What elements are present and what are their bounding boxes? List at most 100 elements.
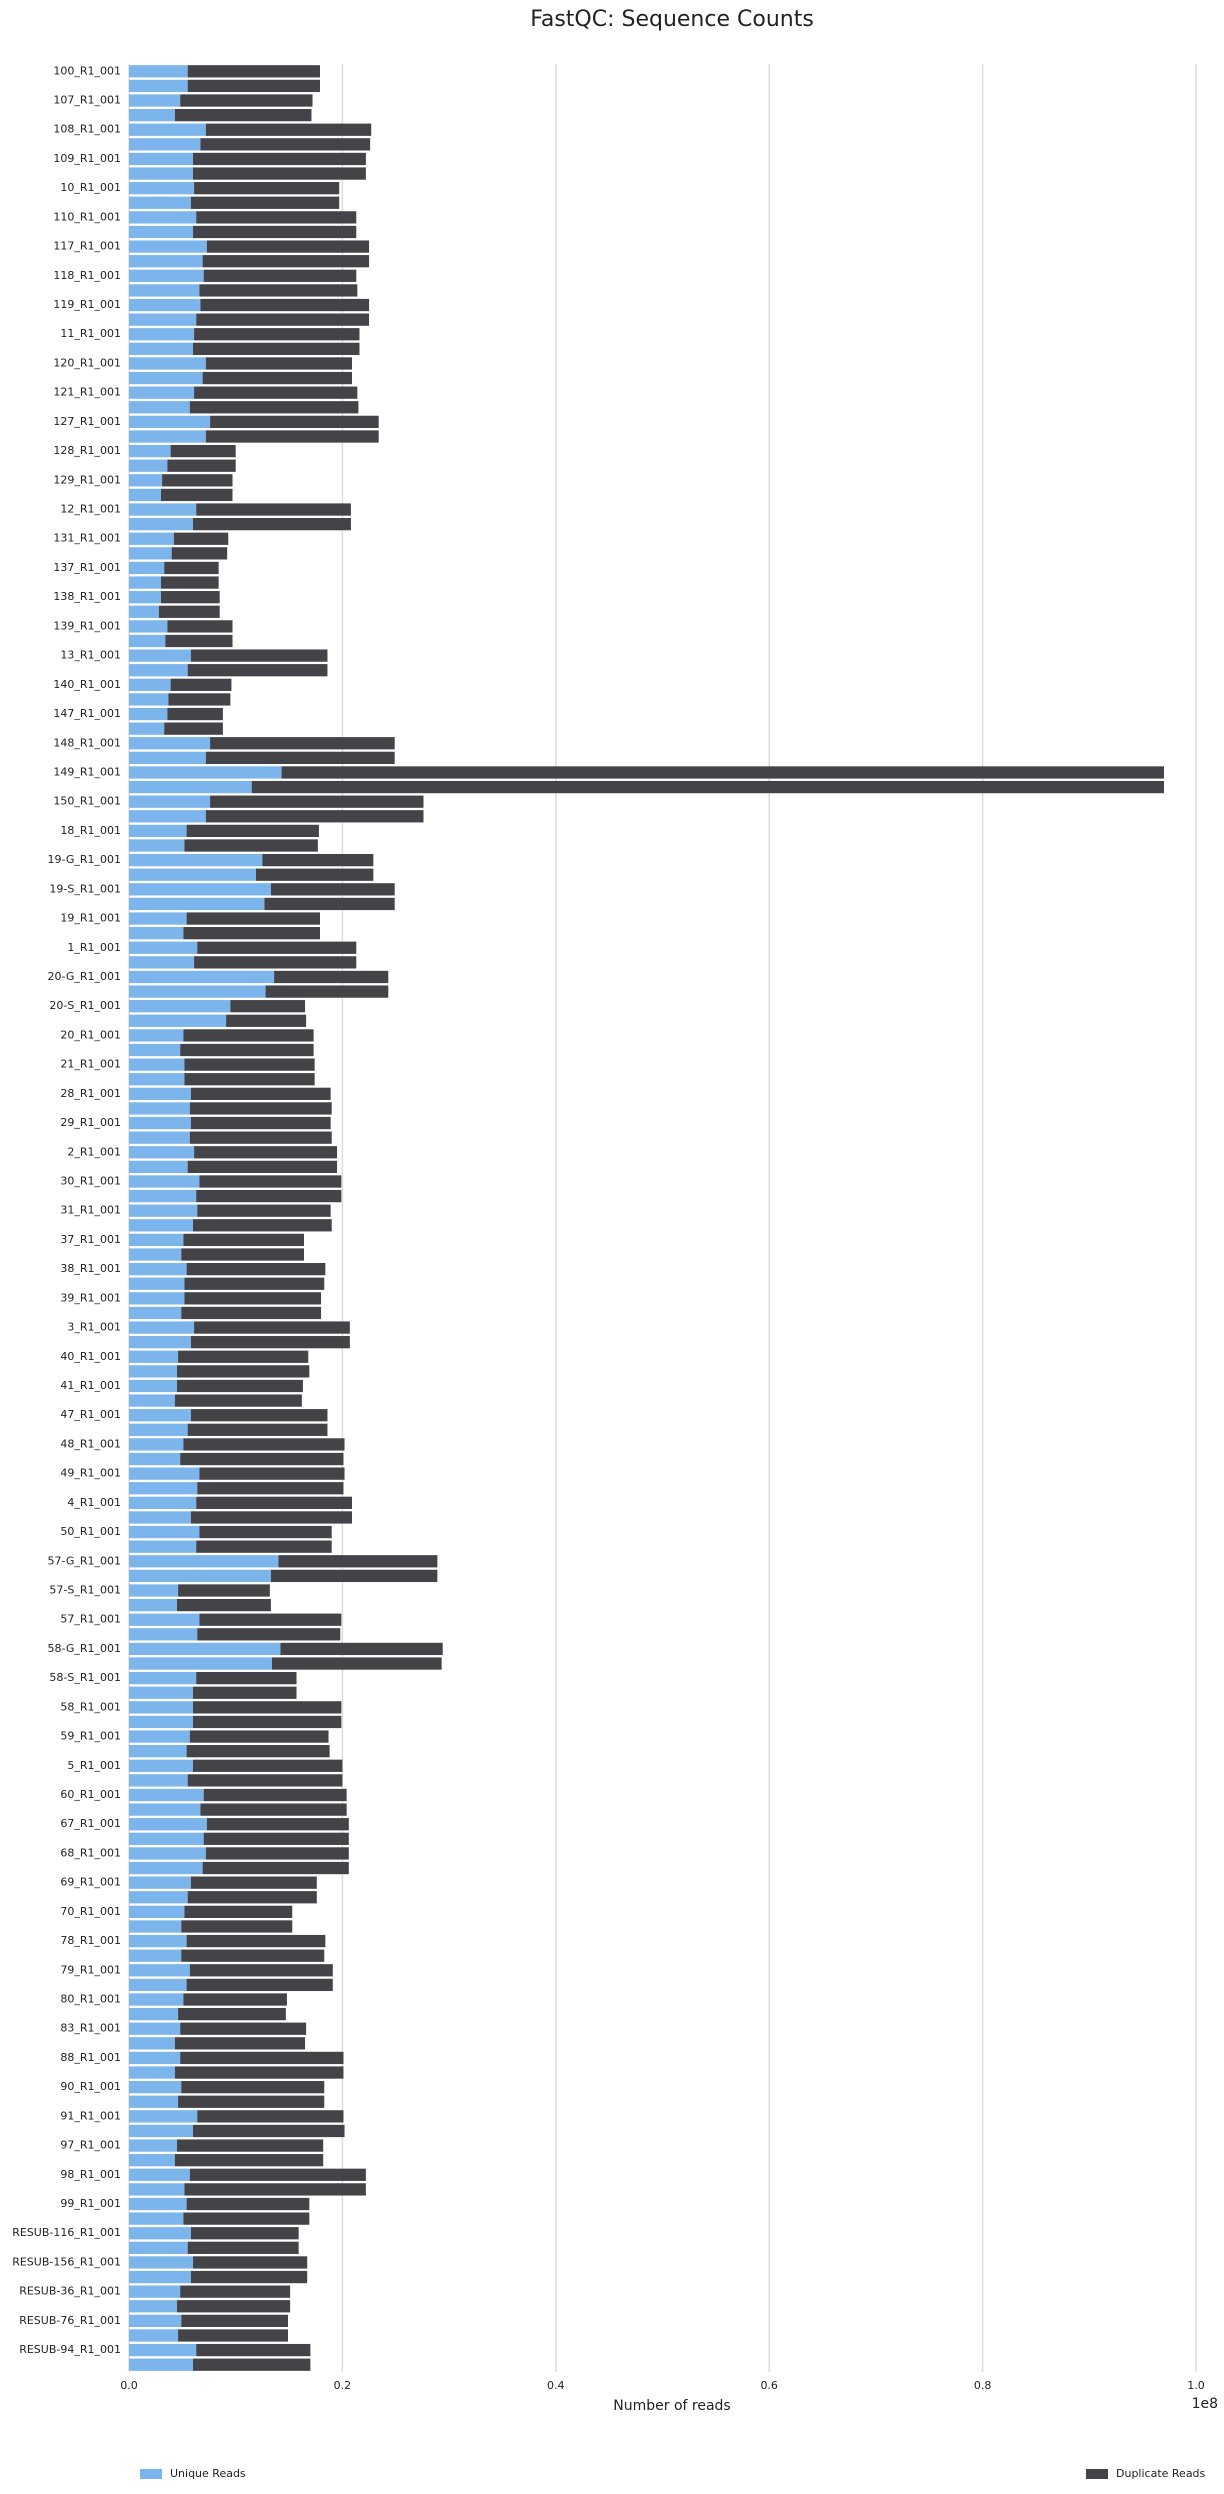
bar-segment — [129, 255, 203, 268]
y-tick-label: 139_R1_001 — [53, 619, 121, 632]
bar-segment — [186, 1745, 330, 1758]
y-tick-label: 57-G_R1_001 — [47, 1554, 121, 1567]
bar-segment — [174, 2037, 306, 2050]
bar-segment — [161, 488, 233, 502]
bar-segment — [129, 371, 203, 385]
bar-segment — [129, 1452, 181, 1466]
bar-segment — [194, 182, 340, 195]
bar-segment — [129, 1219, 194, 1232]
bar-segment — [129, 1832, 204, 1845]
bar-segment — [210, 737, 395, 750]
bar-segment — [129, 430, 206, 443]
bar-segment — [181, 1949, 325, 1962]
bar-segment — [180, 1452, 344, 1466]
bar-segment — [129, 1496, 197, 1509]
y-tick-label: 50_R1_001 — [60, 1525, 121, 1538]
bar-segment — [129, 1701, 194, 1714]
bar-segment — [190, 1876, 317, 1889]
bar-segment — [129, 2329, 179, 2342]
y-tick-label: 1_R1_001 — [67, 941, 121, 954]
bar-segment — [193, 1701, 342, 1714]
y-tick-label: 108_R1_001 — [53, 123, 121, 136]
y-tick-label: 21_R1_001 — [60, 1058, 121, 1071]
y-tick-label: 5_R1_001 — [67, 1759, 121, 1772]
bar-segment — [129, 1482, 198, 1495]
bar-segment — [205, 123, 372, 136]
bar-segment — [129, 1160, 188, 1174]
bar-segment — [180, 1043, 314, 1057]
y-tick-label: 90_R1_001 — [60, 2080, 121, 2093]
bar-segment — [186, 1262, 326, 1276]
bar-segment — [129, 94, 181, 107]
bar-segment — [184, 1905, 293, 1918]
bar-segment — [129, 138, 201, 151]
bar-segment — [129, 386, 195, 399]
bar-segment — [193, 1686, 297, 1699]
bar-segment — [129, 211, 197, 224]
y-tick-label: 58-G_R1_001 — [47, 1642, 121, 1655]
bar-segment — [255, 868, 374, 881]
bar-segment — [184, 1058, 315, 1071]
bar-segment — [129, 2212, 184, 2225]
bar-segment — [167, 459, 236, 472]
bar-segment — [200, 1803, 347, 1816]
y-tick-label: 2_R1_001 — [67, 1145, 121, 1158]
bar-segment — [129, 240, 207, 253]
bar-segment — [129, 2256, 194, 2269]
x-tick-label: 0.0 — [120, 2379, 138, 2392]
y-tick-label: 13_R1_001 — [60, 649, 121, 662]
bar-segment — [129, 269, 204, 282]
y-tick-label: 127_R1_001 — [53, 415, 121, 428]
y-tick-label: 109_R1_001 — [53, 152, 121, 165]
y-tick-label: 79_R1_001 — [60, 1963, 121, 1976]
bar-segment — [129, 2300, 178, 2313]
bar-segment — [210, 415, 379, 429]
bar-segment — [202, 371, 353, 385]
bar-segment — [158, 605, 220, 618]
bar-segment — [129, 1116, 191, 1130]
bar-segment — [129, 1613, 200, 1626]
bar-segment — [193, 2124, 345, 2138]
bar-segment — [183, 1233, 304, 1247]
bar-segment — [129, 1248, 182, 1261]
bar-segment — [129, 649, 191, 662]
y-tick-label: 117_R1_001 — [53, 240, 121, 253]
bar-segment — [129, 1993, 184, 2006]
bar-segment — [199, 1467, 345, 1480]
bar-segment — [180, 94, 313, 107]
bar-segment — [205, 810, 424, 823]
bar-segment — [183, 1993, 287, 2006]
bar-segment — [183, 927, 320, 940]
bar-segment — [129, 401, 190, 414]
bar-segment — [174, 2066, 344, 2079]
x-tick-label: 0.2 — [334, 2379, 352, 2392]
bar-segment — [129, 2066, 175, 2079]
bar-segment — [184, 1277, 325, 1290]
bar-segment — [129, 1847, 206, 1860]
y-tick-label: 20_R1_001 — [60, 1028, 121, 1041]
bar-segment — [171, 547, 228, 560]
bar-segment — [190, 2270, 308, 2284]
bar-segment — [129, 766, 282, 779]
bar-segment — [129, 1000, 231, 1013]
bar-segment — [129, 518, 194, 531]
bar-segment — [278, 1555, 438, 1568]
y-tick-label: 69_R1_001 — [60, 1876, 121, 1889]
bar-segment — [129, 561, 165, 575]
bar-segment — [197, 2110, 344, 2123]
legend-label: Unique Reads — [170, 2467, 246, 2480]
bar-segment — [187, 79, 320, 93]
bar-segment — [129, 2285, 181, 2298]
bar-segment — [129, 444, 171, 458]
y-tick-label: RESUB-76_R1_001 — [19, 2314, 121, 2327]
bar-segment — [129, 2081, 182, 2094]
bar-segment — [129, 1686, 194, 1699]
bar-segment — [193, 342, 360, 355]
bar-segment — [129, 79, 188, 93]
y-tick-label: 129_R1_001 — [53, 473, 121, 486]
bar-segment — [205, 357, 353, 370]
bar-segment — [230, 1000, 306, 1013]
bar-segment — [196, 1672, 297, 1685]
y-tick-label: 48_R1_001 — [60, 1437, 121, 1450]
bar-segment — [129, 1131, 190, 1144]
